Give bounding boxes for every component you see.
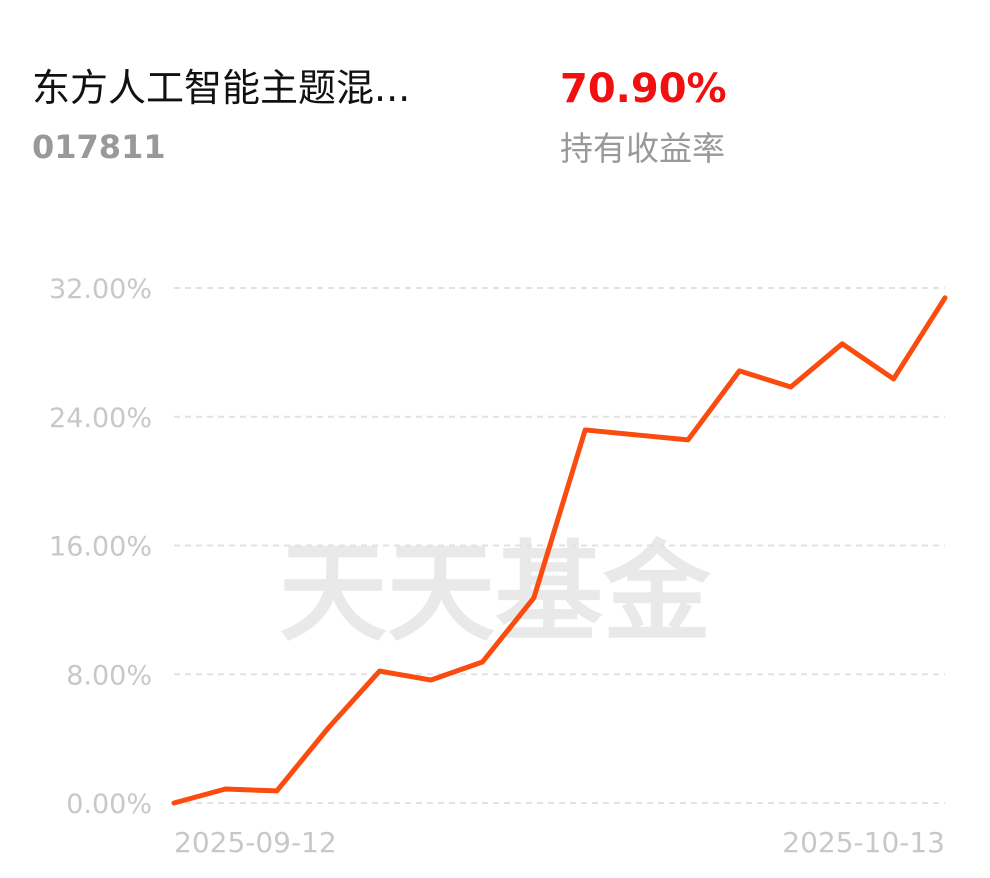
y-tick-label: 24.00% bbox=[49, 403, 152, 434]
x-tick-label: 2025-10-13 bbox=[782, 826, 945, 859]
fund-code: 017811 bbox=[32, 128, 166, 166]
y-tick-label: 16.00% bbox=[49, 532, 152, 563]
line bbox=[171, 295, 948, 806]
fund-name[interactable]: 东方人工智能主题混... bbox=[32, 66, 410, 110]
y-tick-label: 32.00% bbox=[49, 274, 152, 305]
y-tick-label: 0.00% bbox=[66, 789, 152, 820]
y-tick-label: 8.00% bbox=[66, 660, 152, 691]
watermark: 天天基金 bbox=[279, 531, 712, 656]
x-tick-label: 2025-09-12 bbox=[174, 826, 337, 859]
return-label: 持有收益率 bbox=[560, 129, 725, 168]
return-value: 70.90% bbox=[560, 66, 727, 112]
